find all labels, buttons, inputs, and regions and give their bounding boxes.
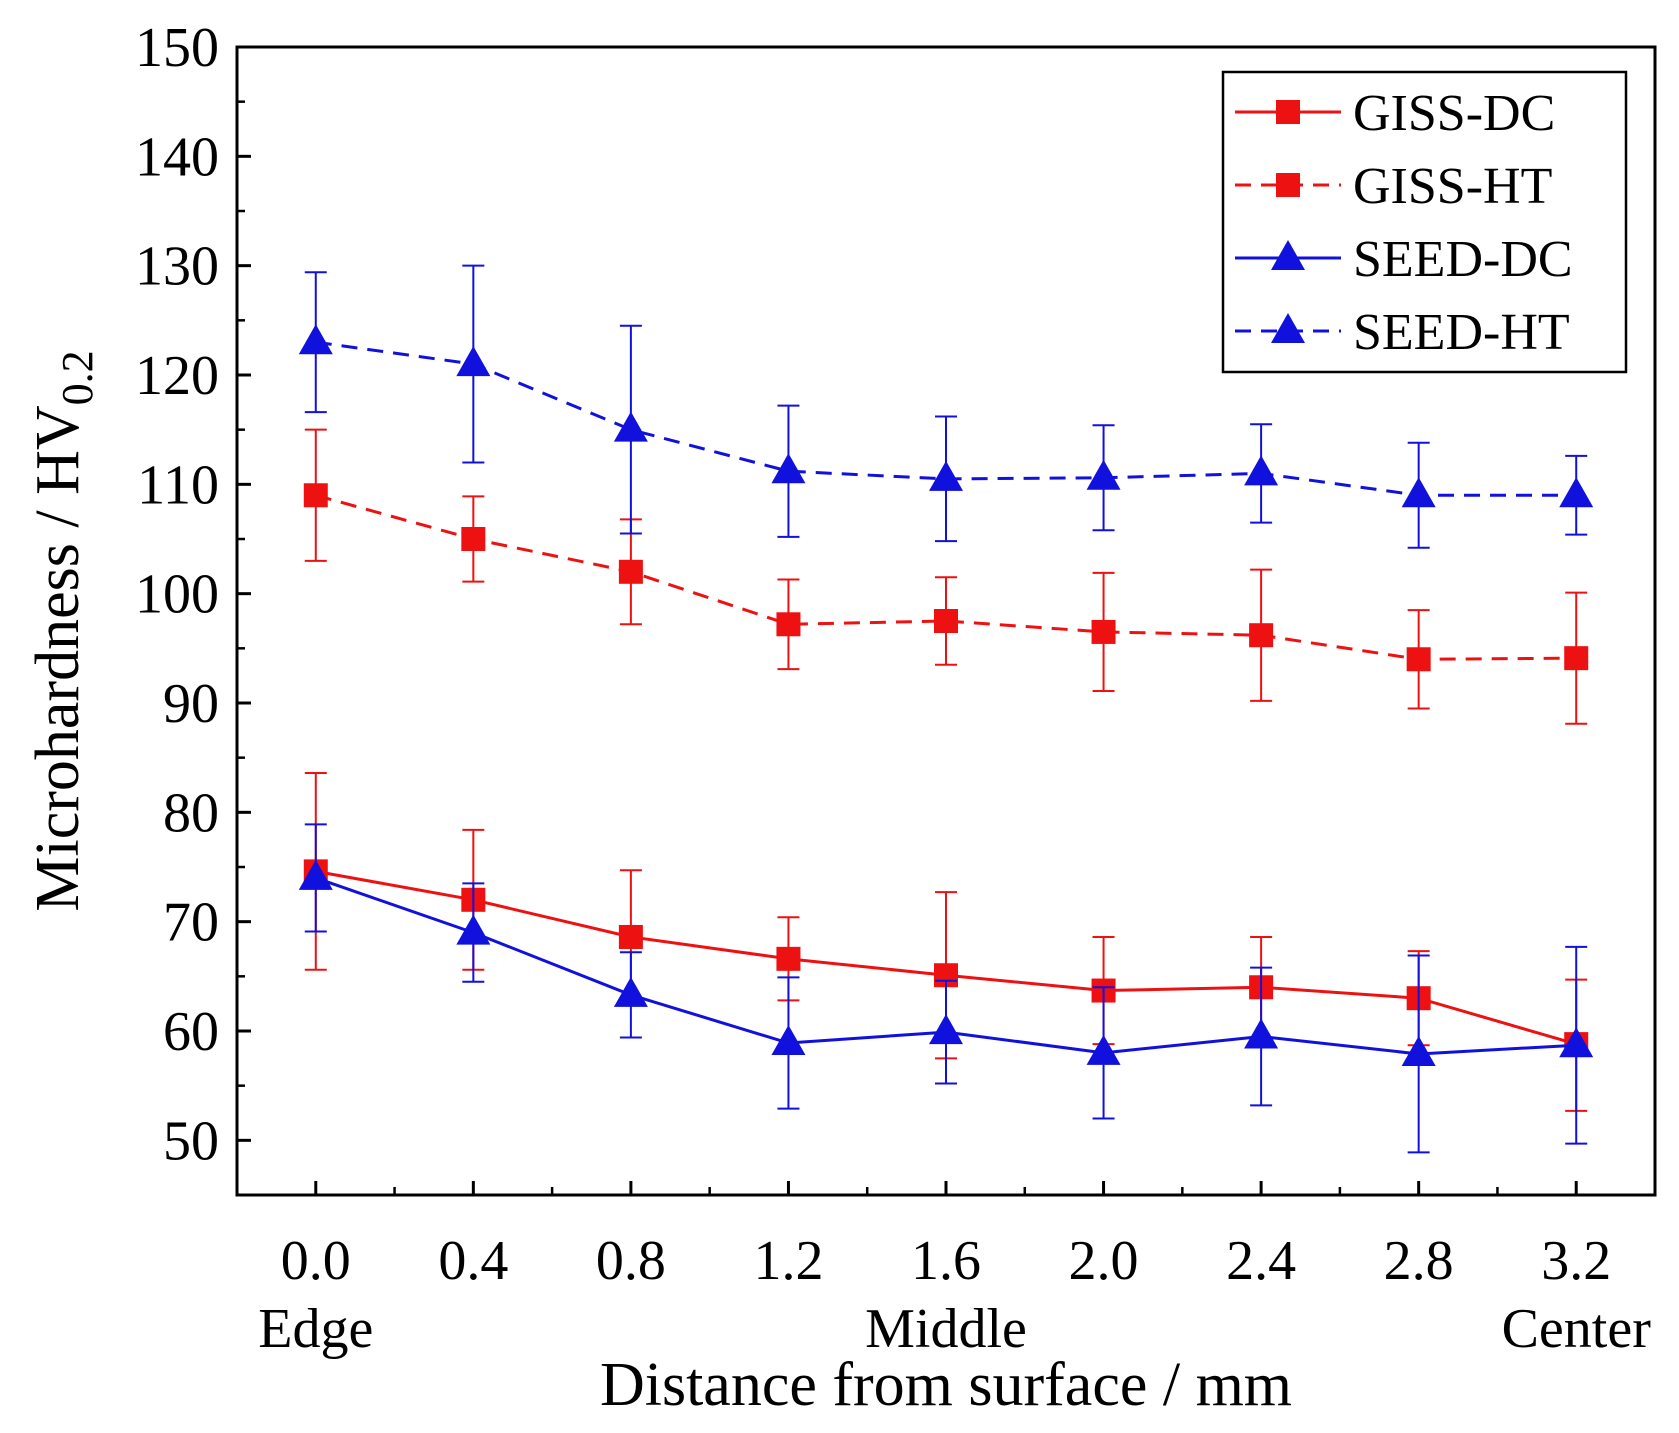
x-tick-label: 1.2: [753, 1230, 823, 1292]
series-layer: [298, 264, 1594, 1154]
data-point: [456, 346, 491, 377]
x-region-label: Edge: [258, 1298, 373, 1360]
data-point: [618, 924, 643, 949]
y-axis-title-main: Microhardness / HV: [24, 405, 92, 911]
data-point: [456, 914, 491, 945]
legend-label: GISS-HT: [1353, 158, 1552, 215]
data-point: [298, 859, 333, 890]
y-tick-label: 80: [163, 782, 219, 844]
legend-marker: [1276, 173, 1300, 197]
y-tick-label: 100: [135, 564, 219, 626]
plot-frame: [235, 45, 1657, 1197]
x-tick-label: 0.4: [438, 1230, 508, 1292]
legend-marker: [1271, 240, 1305, 270]
data-point: [1406, 647, 1431, 672]
y-tick-label: 50: [163, 1110, 219, 1172]
data-point: [1401, 1035, 1436, 1066]
data-point: [298, 324, 333, 355]
data-point: [1091, 619, 1116, 644]
x-tick-label: 1.6: [911, 1230, 981, 1292]
x-tick-label: 0.8: [596, 1230, 666, 1292]
data-point: [771, 453, 806, 484]
data-point: [303, 483, 328, 508]
data-point: [1086, 459, 1121, 490]
y-tick-label: 60: [163, 1001, 219, 1063]
y-tick-label: 70: [163, 892, 219, 954]
y-tick-label: 150: [135, 17, 219, 79]
data-point: [613, 411, 648, 442]
y-axis-title: Microhardness / HV0.2: [24, 350, 102, 911]
y-tick-label: 110: [137, 454, 219, 516]
data-point: [1559, 477, 1594, 508]
x-tick-label: 2.8: [1384, 1230, 1454, 1292]
data-point: [776, 612, 801, 637]
legend-label: SEED-HT: [1353, 304, 1570, 361]
data-point: [618, 559, 643, 584]
data-point: [771, 1025, 806, 1056]
y-tick-label: 130: [135, 236, 219, 298]
x-region-label: Middle: [865, 1298, 1027, 1360]
x-tick-label: 3.2: [1541, 1230, 1611, 1292]
x-region-label: Center: [1502, 1298, 1652, 1360]
series-seed-ht: [298, 264, 1594, 549]
data-point: [929, 460, 963, 491]
axis-labels: Distance from surface / mm Microhardness…: [24, 17, 1651, 1419]
data-point: [613, 976, 648, 1007]
data-point: [1559, 1027, 1594, 1058]
data-point: [461, 527, 486, 551]
data-point: [1249, 623, 1274, 648]
legend-label: GISS-DC: [1353, 85, 1555, 142]
legend-marker: [1276, 100, 1300, 124]
x-axis-title: Distance from surface / mm: [600, 1351, 1292, 1419]
x-tick-label: 0.0: [281, 1230, 351, 1292]
legend: GISS-DC GISS-HT SEED-DC SEED-HT: [1221, 70, 1628, 374]
data-point: [1244, 455, 1279, 486]
x-tick-label: 2.0: [1069, 1230, 1139, 1292]
y-tick-label: 140: [135, 126, 219, 188]
y-axis-title-subscript: 0.2: [53, 350, 102, 405]
x-tick-label: 2.4: [1226, 1230, 1296, 1292]
data-point: [929, 1014, 963, 1045]
data-point: [1401, 477, 1436, 508]
y-tick-label: 90: [163, 673, 219, 735]
series-seed-dc: [298, 823, 1594, 1154]
data-point: [1086, 1034, 1121, 1065]
data-point: [934, 609, 958, 633]
data-point: [1564, 646, 1589, 671]
series-line: [315, 493, 1577, 661]
data-point: [776, 946, 801, 971]
legend-label: SEED-DC: [1353, 231, 1573, 288]
data-point: [1244, 1018, 1279, 1049]
y-tick-label: 120: [135, 345, 219, 407]
legend-marker: [1271, 313, 1305, 343]
series-giss-ht: [303, 428, 1589, 725]
